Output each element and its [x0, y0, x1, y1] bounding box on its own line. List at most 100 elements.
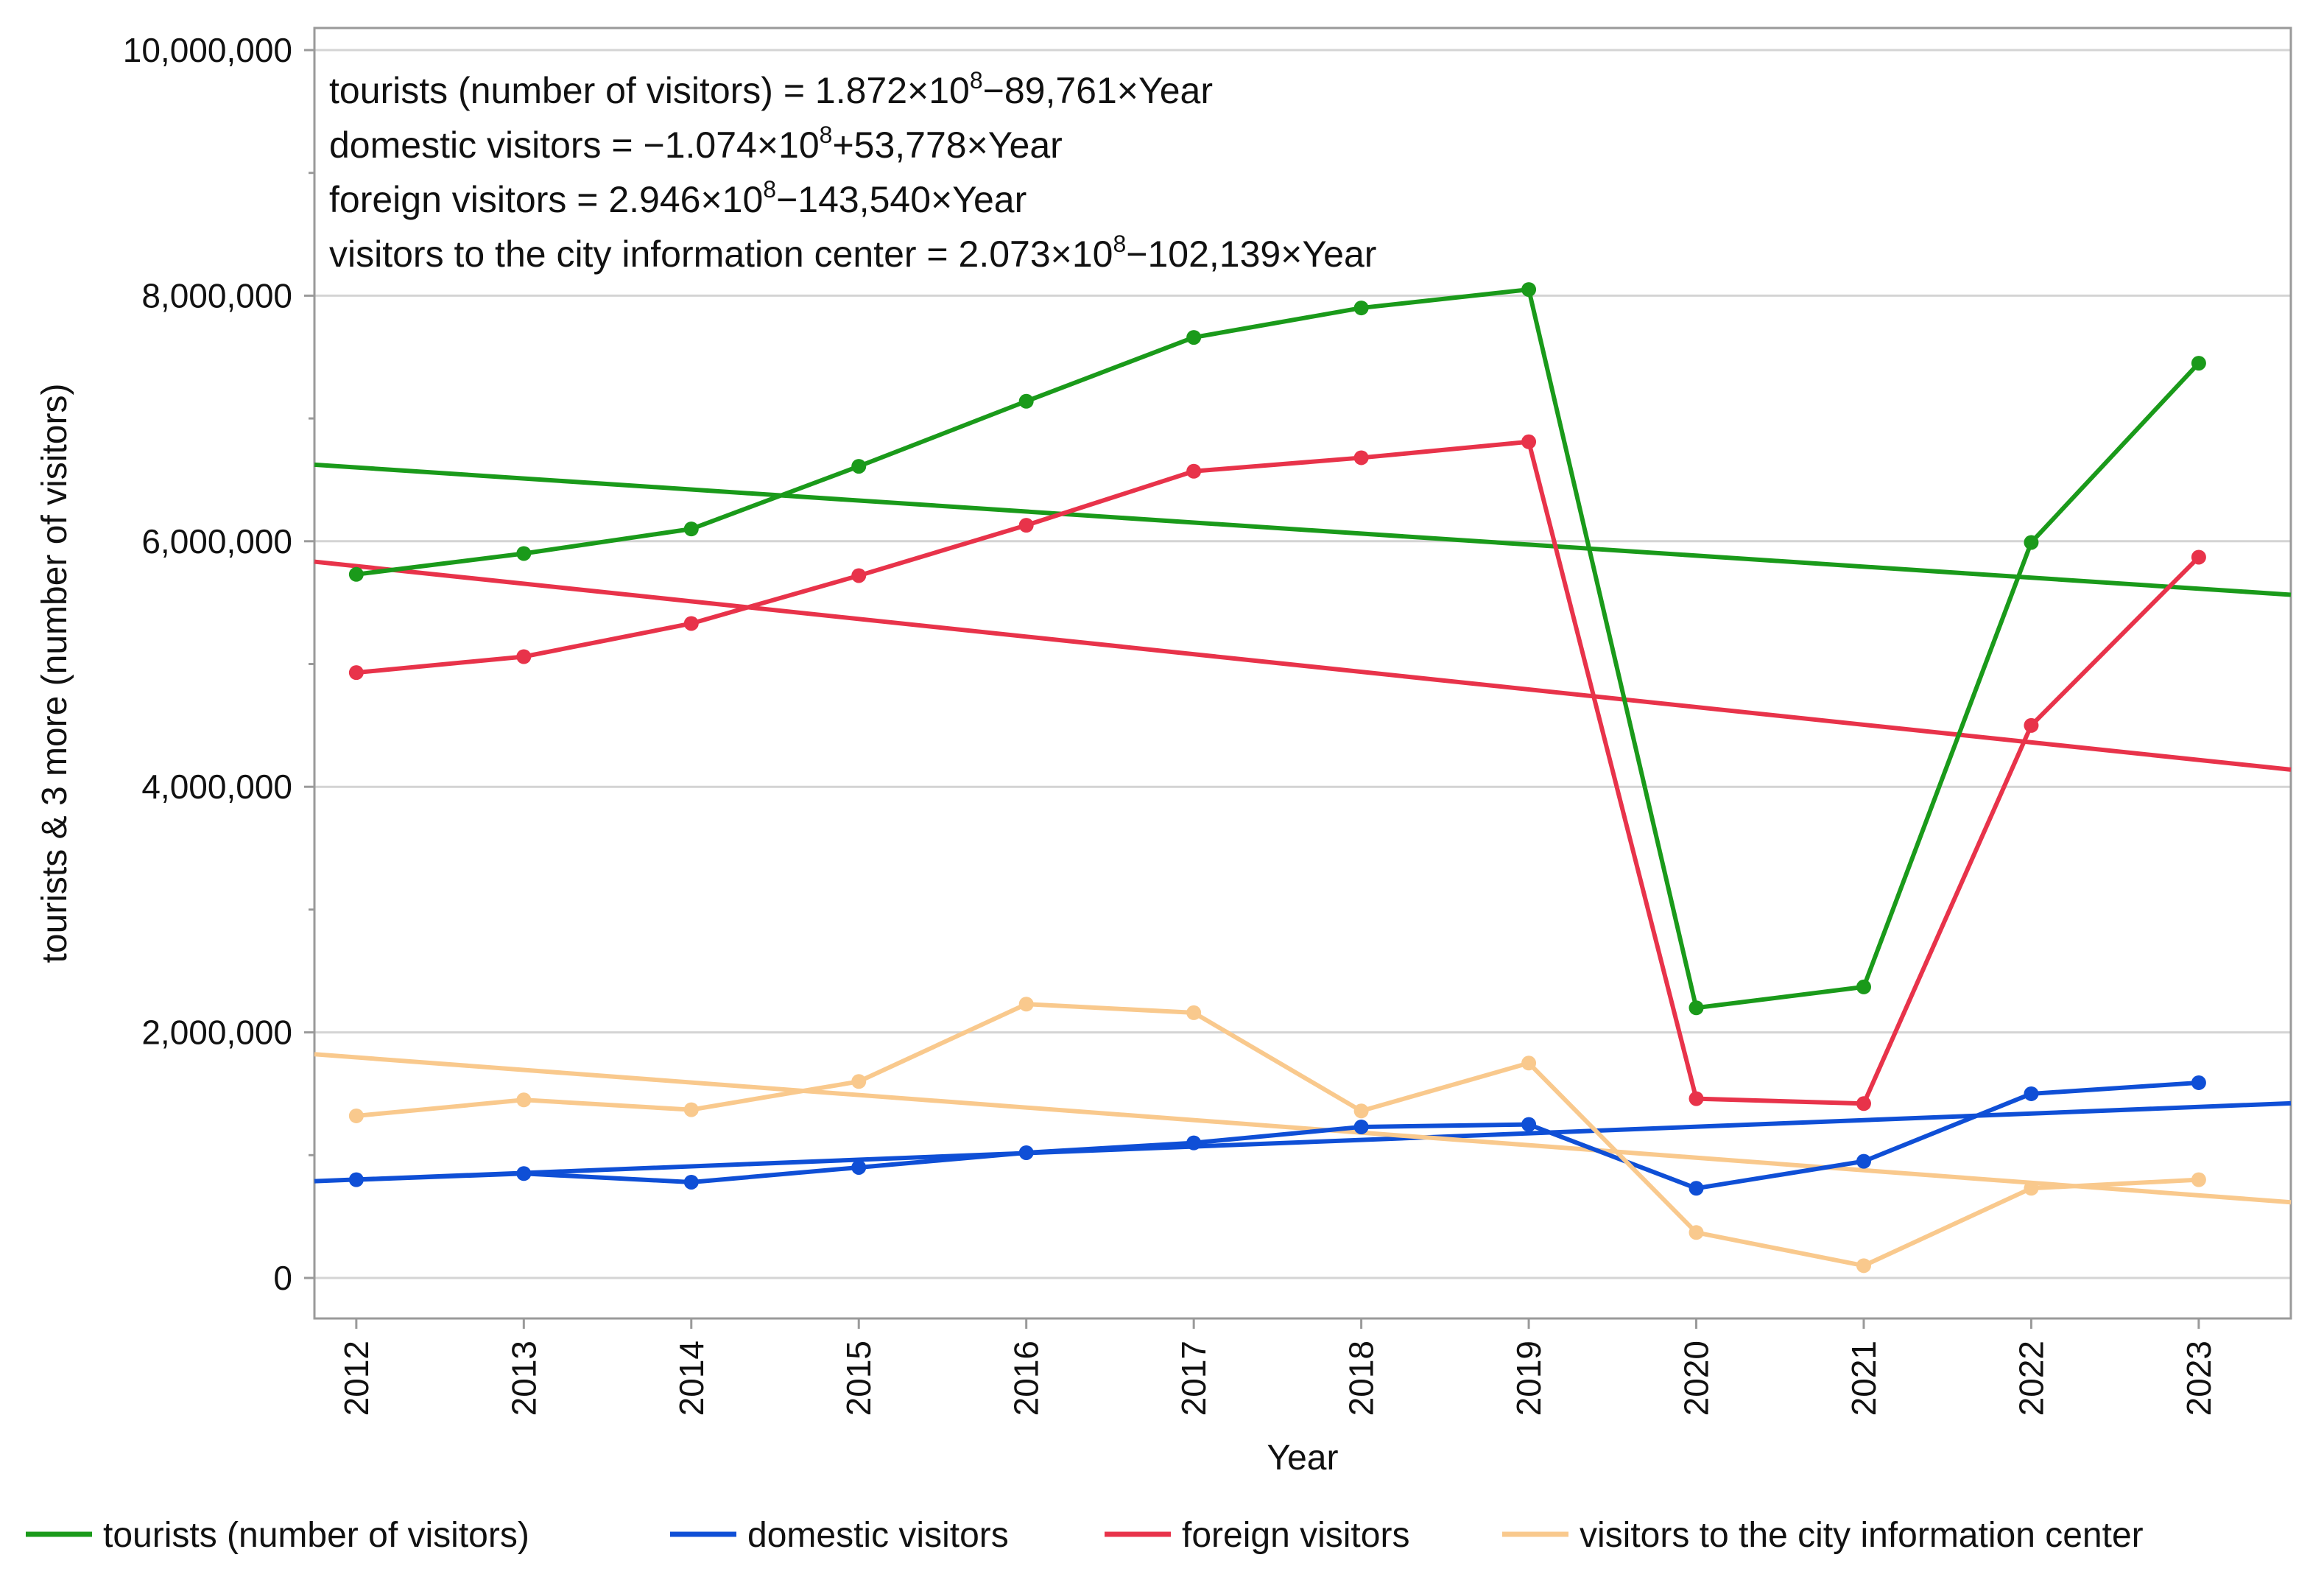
- legend-label: domestic visitors: [747, 1516, 1009, 1555]
- data-point: [1521, 1117, 1537, 1132]
- data-point: [851, 1074, 867, 1089]
- equation-prefix: visitors to the city information center …: [329, 233, 1113, 275]
- data-point: [1856, 1258, 1871, 1274]
- data-point: [516, 1166, 532, 1181]
- data-point: [851, 1159, 867, 1175]
- equation-exponent: 8: [1113, 231, 1126, 257]
- y-axis-title: tourists & 3 more (number of visitors): [35, 384, 74, 963]
- trend-lines: [314, 462, 2292, 1205]
- data-point: [516, 546, 532, 561]
- data-point: [1689, 1091, 1704, 1106]
- series-lines: [353, 287, 2201, 1268]
- trend-line: [314, 1100, 2292, 1184]
- data-point: [1689, 1181, 1704, 1196]
- data-point: [348, 1108, 364, 1123]
- trend-equation: tourists (number of visitors) = 1.872×10…: [329, 67, 1213, 111]
- trend-equation: foreign visitors = 2.946×108−143,540×Yea…: [329, 176, 1027, 220]
- data-point: [2024, 535, 2039, 550]
- data-point: [2191, 1172, 2206, 1187]
- legend-label: visitors to the city information center: [1580, 1516, 2144, 1555]
- data-point: [683, 616, 699, 631]
- x-tick-label: 2018: [1342, 1341, 1381, 1416]
- trend-equation: domestic visitors = −1.074×108+53,778×Ye…: [329, 122, 1063, 166]
- x-tick-label: 2014: [672, 1341, 711, 1416]
- x-tick-label: 2019: [1510, 1341, 1548, 1416]
- data-point: [1186, 330, 1202, 345]
- series-line: [353, 1002, 2201, 1268]
- equation-exponent: 8: [763, 176, 776, 203]
- x-tick-label: 2016: [1007, 1341, 1046, 1416]
- equation-suffix: −143,540×Year: [776, 179, 1027, 220]
- y-axis: 0 2,000,000 4,000,000 6,000,000 8,000,000 10,…: [123, 31, 314, 1297]
- data-point: [516, 1092, 532, 1108]
- data-point: [348, 665, 364, 681]
- x-axis: 2012 2013 2014 2015 2016 2017 2018 2019 2020 2021…: [337, 1318, 2218, 1416]
- y-tick-label: 8,000,000: [141, 276, 292, 315]
- data-point: [1856, 1096, 1871, 1111]
- data-point: [1353, 1103, 1369, 1119]
- data-point: [1521, 282, 1537, 298]
- x-tick-label: 2012: [337, 1341, 376, 1416]
- x-tick-label: 2022: [2012, 1341, 2050, 1416]
- data-point: [1186, 1135, 1202, 1151]
- data-point: [1856, 979, 1871, 994]
- data-point: [683, 521, 699, 537]
- data-point: [2191, 1075, 2206, 1090]
- data-point: [516, 649, 532, 664]
- data-point: [1353, 1119, 1369, 1134]
- x-tick-label: 2020: [1677, 1341, 1716, 1416]
- data-point: [1353, 301, 1369, 316]
- data-point: [348, 566, 364, 582]
- y-tick-label: 4,000,000: [141, 768, 292, 806]
- x-tick-label: 2015: [839, 1341, 878, 1416]
- legend-label: tourists (number of visitors): [103, 1516, 529, 1555]
- data-point: [1353, 450, 1369, 466]
- data-point: [348, 1172, 364, 1187]
- data-point: [2191, 549, 2206, 565]
- trend-line: [314, 559, 2292, 772]
- equation-suffix: −102,139×Year: [1126, 233, 1376, 275]
- data-point: [1689, 1000, 1704, 1016]
- data-point: [1018, 1145, 1034, 1160]
- x-axis-title: Year: [1267, 1439, 1339, 1478]
- trend-equations: tourists (number of visitors) = 1.872×10…: [329, 67, 1376, 275]
- y-tick-label: 6,000,000: [141, 522, 292, 561]
- trend-line: [314, 1052, 2292, 1205]
- data-point: [851, 459, 867, 474]
- data-point: [683, 1174, 699, 1190]
- equation-prefix: tourists (number of visitors) = 1.872×10: [329, 70, 970, 111]
- equation-suffix: +53,778×Year: [832, 124, 1062, 166]
- legend-label: foreign visitors: [1182, 1516, 1409, 1555]
- y-tick-label: 0: [273, 1259, 292, 1297]
- data-point: [1018, 997, 1034, 1012]
- data-point: [683, 1102, 699, 1117]
- data-point: [1186, 1005, 1202, 1020]
- equation-suffix: −89,761×Year: [983, 70, 1213, 111]
- x-tick-label: 2023: [2180, 1341, 2218, 1416]
- data-point: [1186, 463, 1202, 479]
- data-point: [2024, 1181, 2039, 1196]
- trend-line: [314, 462, 2292, 597]
- data-point: [1018, 393, 1034, 409]
- series-line: [353, 439, 2201, 1106]
- trend-equation: visitors to the city information center …: [329, 231, 1376, 275]
- y-tick-label: 2,000,000: [141, 1014, 292, 1052]
- gridlines: [314, 49, 2291, 1279]
- x-tick-label: 2021: [1845, 1341, 1883, 1416]
- data-point: [2024, 717, 2039, 733]
- data-point: [1521, 1056, 1537, 1071]
- data-point: [1689, 1225, 1704, 1240]
- data-point: [851, 568, 867, 583]
- data-point: [1521, 434, 1537, 449]
- series-line: [353, 287, 2201, 1011]
- x-tick-label: 2013: [504, 1341, 543, 1416]
- equation-exponent: 8: [820, 122, 833, 148]
- data-point: [1018, 518, 1034, 533]
- equation-exponent: 8: [970, 67, 983, 94]
- y-tick-label: 10,000,000: [123, 31, 292, 69]
- series-line: [353, 1080, 2201, 1191]
- equation-prefix: domestic visitors = −1.074×10: [329, 124, 820, 166]
- series-markers: [348, 282, 2206, 1274]
- data-point: [2191, 356, 2206, 371]
